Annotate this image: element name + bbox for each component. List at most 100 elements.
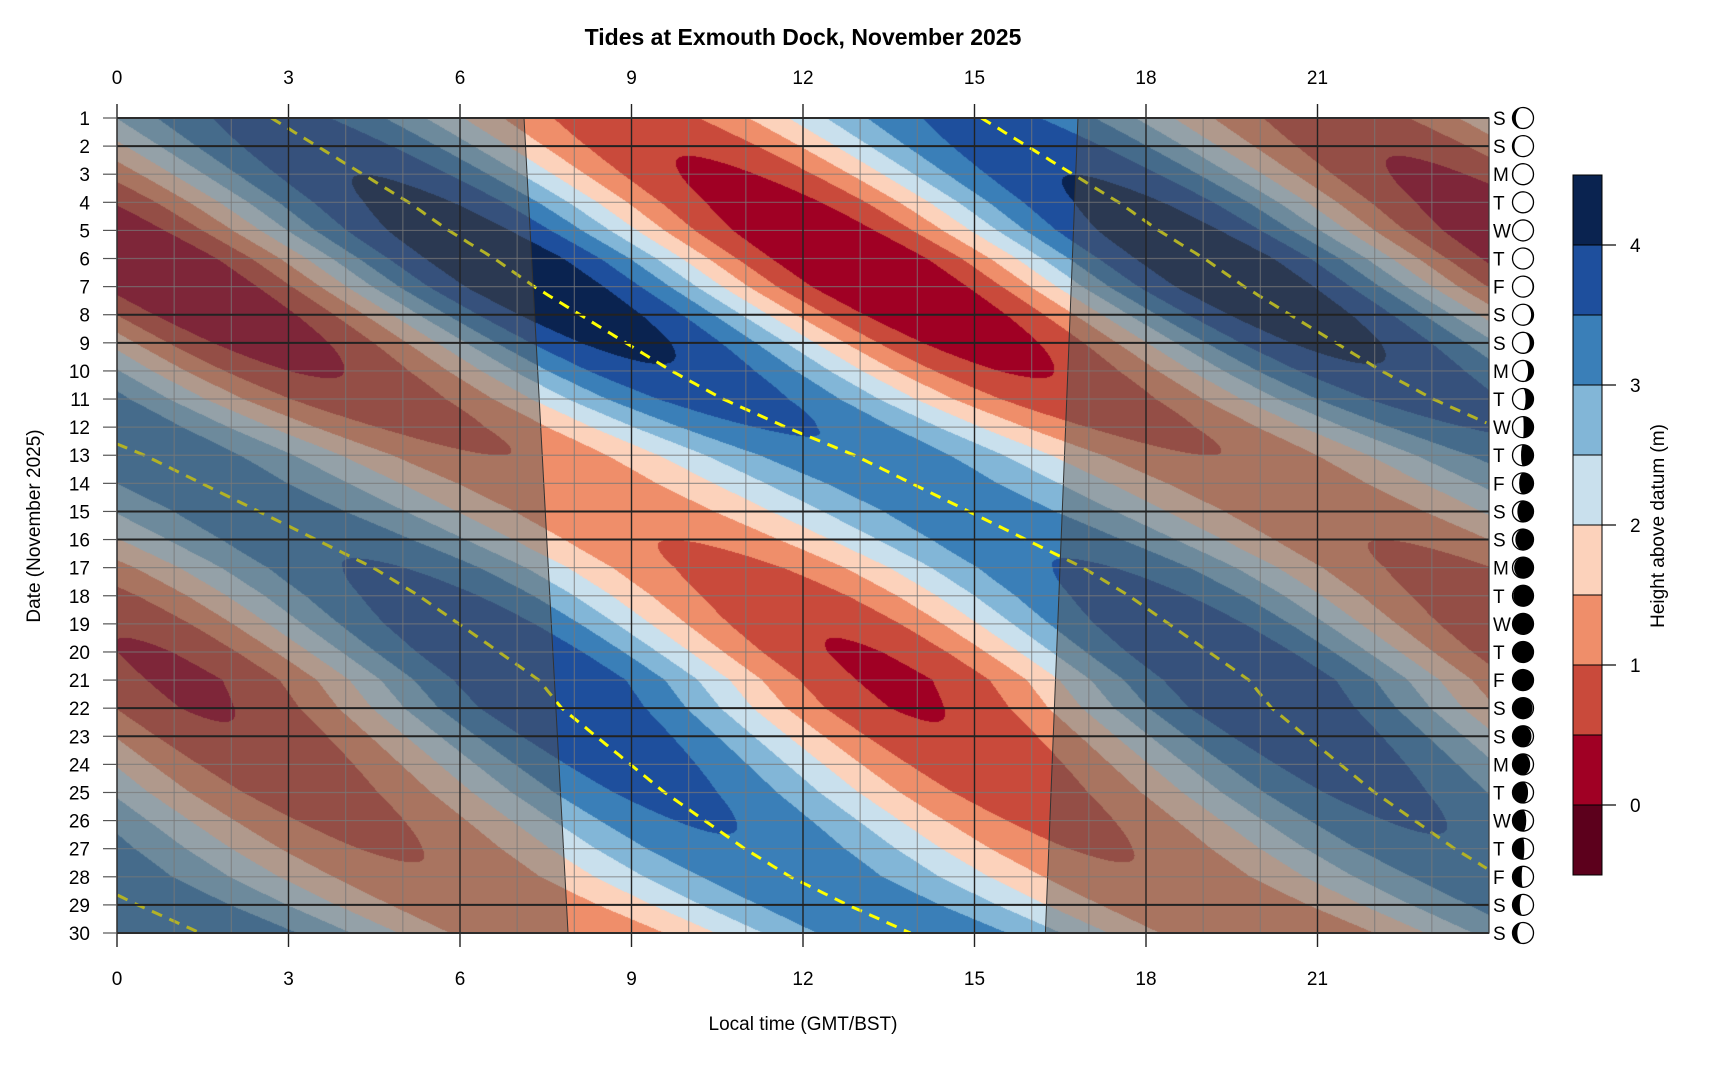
sunset-line — [1044, 117, 1079, 934]
weekday-label: T — [1493, 840, 1505, 861]
colorbar-band — [1572, 664, 1603, 736]
colorbar-band — [1572, 804, 1603, 876]
x-tick-label-top: 6 — [455, 68, 466, 89]
moon-phase-icon — [1511, 275, 1535, 298]
sunrise-line — [523, 117, 569, 934]
weekday-label: M — [1493, 362, 1509, 383]
moon-phase-icon — [1511, 528, 1535, 551]
weekday-label: F — [1493, 278, 1505, 299]
moon-phase-icon — [1511, 781, 1535, 804]
x-tick-label-bottom: 9 — [626, 969, 637, 990]
moon-phase-icon — [1511, 921, 1535, 945]
y-tick-label: 10 — [69, 362, 90, 383]
weekday-label: S — [1493, 334, 1506, 355]
colorbar: 0 1 2 3 4 — [1572, 174, 1641, 876]
y-tick-label: 14 — [69, 474, 91, 495]
moon-phase-icon — [1511, 500, 1535, 523]
high-water-line — [980, 116, 1488, 425]
x-tick-label-bottom: 3 — [283, 969, 294, 990]
x-tick-label-bottom: 18 — [1135, 969, 1156, 990]
y-tick-label: 18 — [69, 587, 90, 608]
weekday-label: S — [1493, 531, 1506, 552]
x-axis-label: Local time (GMT/BST) — [709, 1014, 898, 1035]
colorbar-band — [1572, 524, 1603, 596]
weekday-label: T — [1493, 250, 1505, 271]
high-water-line — [270, 116, 1488, 870]
moon-phase-icon — [1511, 837, 1535, 860]
x-tick-label-bottom: 6 — [455, 969, 466, 990]
colorbar-band — [1572, 384, 1603, 456]
y-tick-label: 27 — [69, 840, 90, 861]
y-tick-label: 6 — [79, 250, 90, 271]
y-tick-label: 19 — [69, 615, 90, 636]
moon-phase-icon — [1511, 584, 1535, 607]
moon-phase-icon — [1511, 415, 1535, 439]
moon-phase-icon — [1511, 697, 1535, 720]
y-tick-label: 29 — [69, 896, 90, 917]
x-tick-label-bottom: 0 — [112, 969, 123, 990]
x-tick-label-top: 0 — [112, 68, 123, 89]
weekday-label: S — [1493, 924, 1506, 945]
moon-phase-icon — [1511, 247, 1535, 270]
axes: 0 0 3 3 6 6 9 9 12 12 15 15 18 18 21 21 1 S 2 S 3 M 4 T 5 W 6 T 7 F 8 S… — [69, 68, 1535, 990]
colorbar-label: Height above datum (m) — [1648, 424, 1669, 628]
x-tick-label-top: 9 — [626, 68, 637, 89]
y-tick-label: 11 — [70, 390, 90, 411]
x-tick-label-top: 21 — [1307, 68, 1328, 89]
moon-phase-icon — [1511, 303, 1535, 326]
weekday-label: M — [1493, 755, 1509, 776]
weekday-label: S — [1493, 137, 1506, 158]
colorbar-band — [1572, 244, 1603, 316]
y-tick-label: 9 — [79, 334, 90, 355]
y-axis-label: Date (November 2025) — [24, 429, 45, 622]
weekday-label: W — [1493, 812, 1511, 833]
weekday-label: T — [1493, 446, 1505, 467]
colorbar-tick-label: 4 — [1630, 236, 1641, 257]
colorbar-band — [1572, 734, 1603, 806]
weekday-label: W — [1493, 418, 1511, 439]
moon-phase-icon — [1511, 219, 1535, 242]
weekday-label: T — [1493, 783, 1505, 804]
y-tick-label: 25 — [69, 783, 90, 804]
high-water-line — [116, 442, 912, 935]
x-tick-label-top: 3 — [283, 68, 294, 89]
moon-phase-icon — [1511, 163, 1535, 186]
y-tick-label: 7 — [79, 278, 90, 299]
y-tick-label: 12 — [69, 418, 90, 439]
moon-phase-icon — [1511, 106, 1535, 130]
y-tick-label: 28 — [69, 868, 90, 889]
colorbar-tick-label: 3 — [1630, 376, 1641, 397]
night-shading — [117, 117, 1489, 934]
moon-phase-icon — [1511, 472, 1535, 495]
colorbar-band — [1572, 594, 1603, 666]
weekday-label: T — [1493, 643, 1505, 664]
moon-phase-icon — [1511, 865, 1535, 888]
x-tick-label-bottom: 21 — [1307, 969, 1328, 990]
weekday-label: S — [1493, 109, 1506, 130]
moon-phase-icon — [1511, 387, 1535, 411]
weekday-label: F — [1493, 868, 1505, 889]
weekday-label: T — [1493, 587, 1505, 608]
colorbar-band — [1572, 314, 1603, 386]
x-tick-label-top: 15 — [964, 68, 985, 89]
weekday-label: F — [1493, 671, 1505, 692]
moon-phase-icon — [1511, 191, 1535, 214]
weekday-label: T — [1493, 193, 1505, 214]
grid-lines — [116, 104, 1490, 947]
chart-title: Tides at Exmouth Dock, November 2025 — [585, 24, 1022, 50]
moon-phase-icon — [1511, 444, 1535, 467]
y-tick-label: 15 — [69, 502, 90, 523]
weekday-label: S — [1493, 699, 1506, 720]
colorbar-tick-label: 2 — [1630, 516, 1641, 537]
weekday-label: M — [1493, 559, 1509, 580]
weekday-label: W — [1493, 221, 1511, 242]
moon-phase-icon — [1511, 612, 1535, 636]
high-water-lines — [116, 116, 1488, 935]
y-tick-label: 2 — [79, 137, 90, 158]
moon-phase-icon — [1511, 640, 1535, 664]
weekday-label: S — [1493, 727, 1506, 748]
weekday-label: T — [1493, 390, 1505, 411]
moon-phase-icon — [1511, 809, 1535, 832]
weekday-label: W — [1493, 615, 1511, 636]
